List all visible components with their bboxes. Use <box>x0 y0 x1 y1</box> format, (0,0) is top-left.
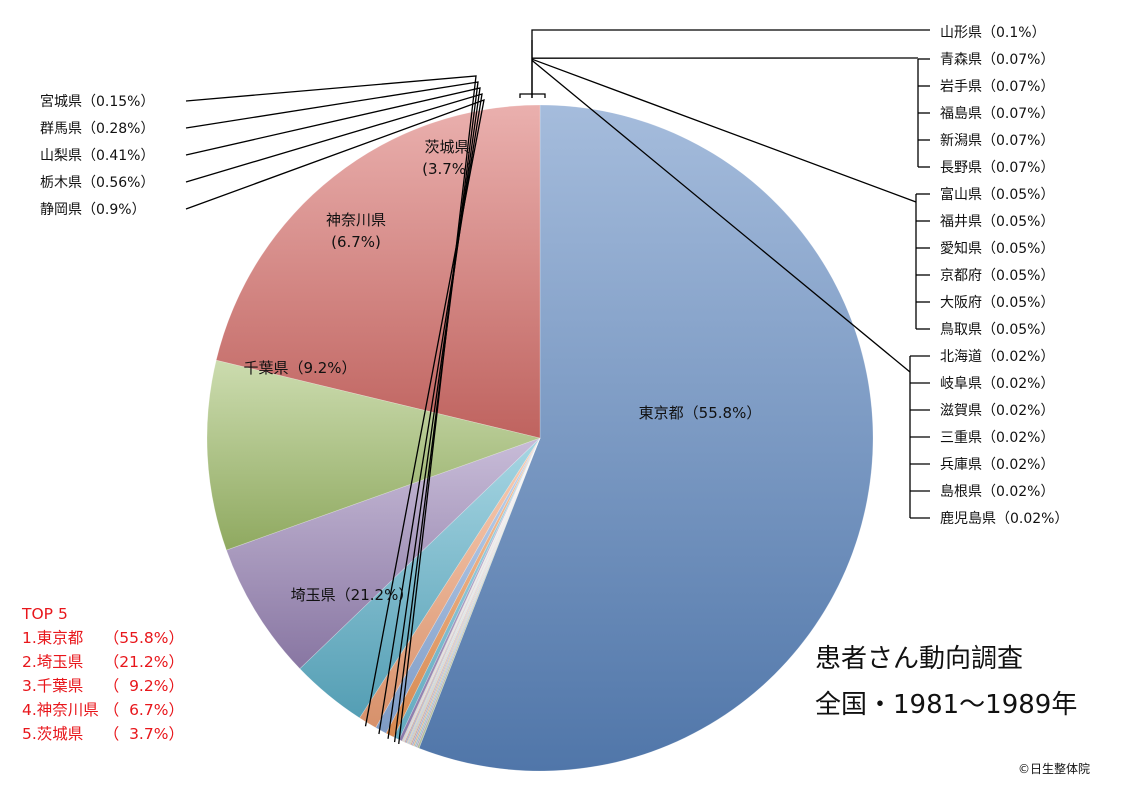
label-島根県: 島根県（0.02%） <box>940 484 1054 500</box>
slice-兵庫県 <box>402 437 541 742</box>
top5-row-2: 2.埼玉県 （21.2%） <box>22 653 184 671</box>
label-岩手県: 岩手県（0.07%） <box>940 79 1054 95</box>
label-北海道: 北海道（0.02%） <box>940 349 1054 365</box>
label-富山県: 富山県（0.05%） <box>940 186 1054 203</box>
leader-lines <box>185 29 930 745</box>
leader-line <box>531 29 930 98</box>
slice-鳥取県 <box>404 437 541 744</box>
slice-福井県 <box>407 437 541 745</box>
label-静岡県: 静岡県（0.9%） <box>40 202 146 218</box>
label-三重県: 三重県（0.02%） <box>940 430 1054 446</box>
slice-東京都 <box>418 104 874 772</box>
slice-山形県 <box>416 437 541 749</box>
label-茨城県-0: 茨城県 <box>424 138 469 156</box>
slice-labels: 東京都（55.8%） 茨城県 (3.7%) 神奈川県 (6.7%) 千葉県（9.2%） 埼玉… <box>40 25 1068 604</box>
slice-山梨県 <box>385 437 541 738</box>
leader-line <box>519 93 546 98</box>
label-愛知県: 愛知県（0.05%） <box>940 240 1054 257</box>
label-長野県: 長野県（0.07%） <box>940 160 1054 176</box>
leader-line <box>185 98 485 727</box>
slice-新潟県 <box>411 437 541 747</box>
top5-row-4: 4.神奈川県 （ 6.7%） <box>22 701 184 719</box>
label-青森県: 青森県（0.07%） <box>940 52 1054 68</box>
slice-福島県 <box>412 437 541 747</box>
leader-line <box>531 59 911 373</box>
slice-茨城県 <box>299 437 541 719</box>
leader-line <box>185 87 481 739</box>
slice-滋賀県 <box>402 437 541 743</box>
label-兵庫県: 兵庫県（0.02%） <box>940 456 1054 473</box>
slice-栃木県 <box>375 437 541 734</box>
credit-text: ©日生整体院 <box>1018 762 1091 776</box>
label-群馬県: 群馬県（0.28%） <box>40 121 154 137</box>
top5-list: TOP 5 1.東京都 （55.8%） 2.埼玉県 （21.2%） 3.千葉県 … <box>22 602 184 746</box>
pie-slices <box>206 104 874 772</box>
label-宮城県: 宮城県（0.15%） <box>40 94 154 110</box>
slice-富山県 <box>408 437 541 746</box>
slice-長野県 <box>409 437 541 746</box>
top5-heading: TOP 5 <box>22 605 68 623</box>
leader-line <box>185 81 479 743</box>
top5-row-3: 3.千葉県 （ 9.2%） <box>22 677 184 695</box>
slice-埼玉県 <box>215 104 541 439</box>
chart-title: 患者さん動向調査 全国・1981〜1989年 <box>815 636 1077 728</box>
slice-静岡県 <box>359 437 541 729</box>
label-大阪府: 大阪府（0.05%） <box>940 295 1054 311</box>
label-岐阜県: 岐阜県（0.02%） <box>940 375 1054 392</box>
top5-row-1: 1.東京都 （55.8%） <box>22 629 184 647</box>
label-埼玉県: 埼玉県（21.2%） <box>291 586 414 604</box>
slice-北海道 <box>403 437 541 743</box>
slice-三重県 <box>402 437 541 743</box>
slice-千葉県 <box>206 359 542 551</box>
leader-line <box>185 93 483 735</box>
label-茨城県-1: (3.7%) <box>422 160 472 178</box>
slice-鹿児島県 <box>401 437 541 742</box>
slice-京都府 <box>406 437 541 744</box>
slice-大阪府 <box>405 437 541 744</box>
label-山形県: 山形県（0.1%） <box>940 25 1046 41</box>
slice-岩手県 <box>413 437 541 748</box>
label-鹿児島県: 鹿児島県（0.02%） <box>940 510 1068 527</box>
label-神奈川県-1: (6.7%) <box>331 233 381 251</box>
leader-line <box>531 58 917 203</box>
label-栃木県: 栃木県（0.56%） <box>40 175 154 191</box>
top5-row-5: 5.茨城県 （ 3.7%） <box>22 725 184 743</box>
label-滋賀県: 滋賀県（0.02%） <box>940 403 1054 419</box>
slice-青森県 <box>415 437 541 748</box>
label-山梨県: 山梨県（0.41%） <box>40 148 154 164</box>
slice-島根県 <box>401 437 541 742</box>
label-福島県: 福島県（0.07%） <box>940 106 1054 122</box>
label-千葉県: 千葉県（9.2%） <box>243 359 356 377</box>
slice-愛知県 <box>406 437 541 745</box>
label-神奈川県-0: 神奈川県 <box>326 211 386 229</box>
slice-神奈川県 <box>226 437 541 670</box>
label-新潟県: 新潟県（0.07%） <box>940 133 1054 149</box>
label-福井県: 福井県（0.05%） <box>940 214 1054 230</box>
label-鳥取県: 鳥取県（0.05%） <box>940 322 1054 338</box>
leader-line <box>185 75 477 745</box>
chart-title-line-1: 患者さん動向調査 <box>815 644 1024 674</box>
label-東京都: 東京都（55.8%） <box>639 404 762 422</box>
slice-岐阜県 <box>403 437 541 743</box>
chart-title-line-2: 全国・1981〜1989年 <box>815 690 1078 720</box>
label-京都府: 京都府（0.05%） <box>940 268 1054 284</box>
